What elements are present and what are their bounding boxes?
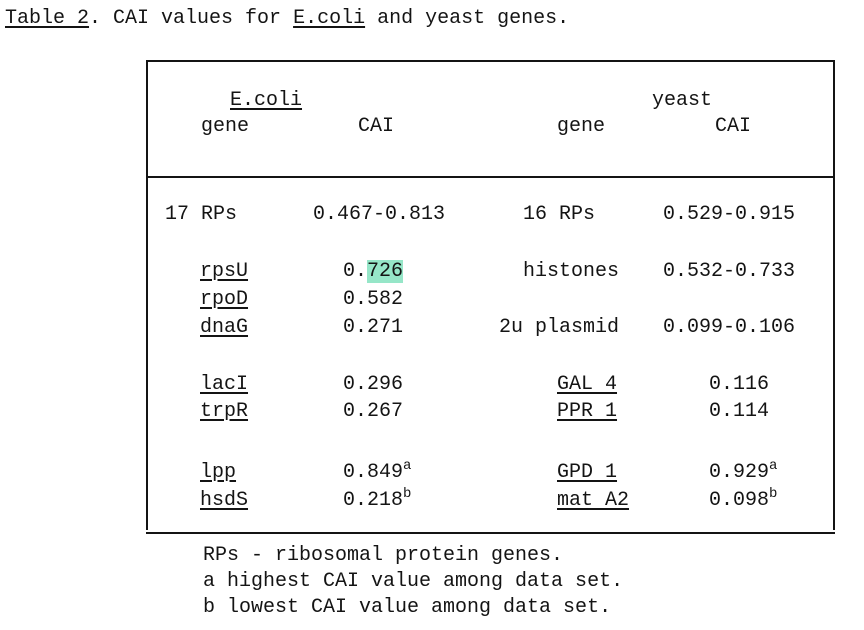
table-bottom-border: [146, 532, 835, 534]
yeast-cai-mat-a2-value: 0.098: [709, 489, 770, 512]
ecoli-gene-lpp: lpp: [200, 461, 237, 484]
yeast-gene-ppr1: PPR 1: [557, 400, 618, 423]
ecoli-gene-rpsu: rpsU: [200, 260, 249, 283]
yeast-gene-histones: histones: [523, 260, 620, 283]
ecoli-cai-dnag: 0.271: [343, 316, 404, 339]
yeast-cai-mat-a2: 0.098b: [709, 487, 777, 512]
ecoli-cai-hsds: 0.218b: [343, 487, 411, 512]
yeast-gene-2u-plasmid: 2u plasmid: [499, 316, 620, 339]
table-ref: Table 2: [5, 7, 90, 30]
footnote-marker-a: a: [403, 458, 412, 474]
ecoli-cai-lpp: 0.849a: [343, 459, 411, 484]
ecoli-gene-laci: lacI: [200, 373, 249, 396]
ecoli-cai-rps: 0.467-0.813: [313, 203, 446, 226]
footnote-b: b lowest CAI value among data set.: [203, 596, 612, 619]
yeast-cai-gpd1: 0.929a: [709, 459, 777, 484]
ecoli-gene-trpr: trpR: [200, 400, 249, 423]
ecoli-gene-hsds: hsdS: [200, 489, 249, 512]
table-caption: Table 2. CAI values for E.coli and yeast…: [5, 9, 569, 29]
yeast-cai-histones: 0.532-0.733: [663, 260, 796, 283]
caption-text-a: . CAI values for: [89, 7, 294, 30]
yeast-gene-gal4: GAL 4: [557, 373, 618, 396]
yeast-cai-rps: 0.529-0.915: [663, 203, 796, 226]
yeast-cai-gpd1-value: 0.929: [709, 461, 770, 484]
highlighted-value: 726: [367, 260, 404, 283]
footnote-rps: RPs - ribosomal protein genes.: [203, 544, 564, 567]
yeast-gene-rps: 16 RPs: [523, 203, 596, 226]
ecoli-cai-trpr: 0.267: [343, 400, 404, 423]
ecoli-gene-header: gene: [201, 115, 250, 138]
ecoli-gene-dnag: dnaG: [200, 316, 249, 339]
yeast-gene-mat-a2: mat A2: [557, 489, 630, 512]
footnote-marker-a: a: [769, 458, 778, 474]
yeast-cai-ppr1: 0.114: [709, 400, 770, 423]
table-frame: [146, 60, 835, 530]
caption-ecoli: E.coli: [293, 7, 366, 30]
footnote-a: a highest CAI value among data set.: [203, 570, 624, 593]
yeast-gene-gpd1: GPD 1: [557, 461, 618, 484]
ecoli-cai-rpsu-prefix: 0.: [343, 260, 368, 283]
ecoli-cai-rpod: 0.582: [343, 288, 404, 311]
ecoli-cai-lpp-value: 0.849: [343, 461, 404, 484]
yeast-gene-header: gene: [557, 115, 606, 138]
yeast-cai-gal4: 0.116: [709, 373, 770, 396]
ecoli-cai-hsds-value: 0.218: [343, 489, 404, 512]
footnote-marker-b: b: [769, 486, 778, 502]
ecoli-cai-header: CAI: [358, 115, 395, 138]
yeast-cai-2u-plasmid: 0.099-0.106: [663, 316, 796, 339]
caption-text-b: and yeast genes.: [365, 7, 570, 30]
ecoli-gene-rpod: rpoD: [200, 288, 249, 311]
ecoli-gene-rps: 17 RPs: [165, 203, 238, 226]
footnote-marker-b: b: [403, 486, 412, 502]
yeast-cai-header: CAI: [715, 115, 752, 138]
ecoli-cai-laci: 0.296: [343, 373, 404, 396]
yeast-group-header: yeast: [652, 89, 713, 112]
header-divider: [146, 176, 835, 178]
ecoli-cai-rpsu: 0.726: [343, 260, 404, 283]
ecoli-group-header: E.coli: [230, 89, 303, 112]
